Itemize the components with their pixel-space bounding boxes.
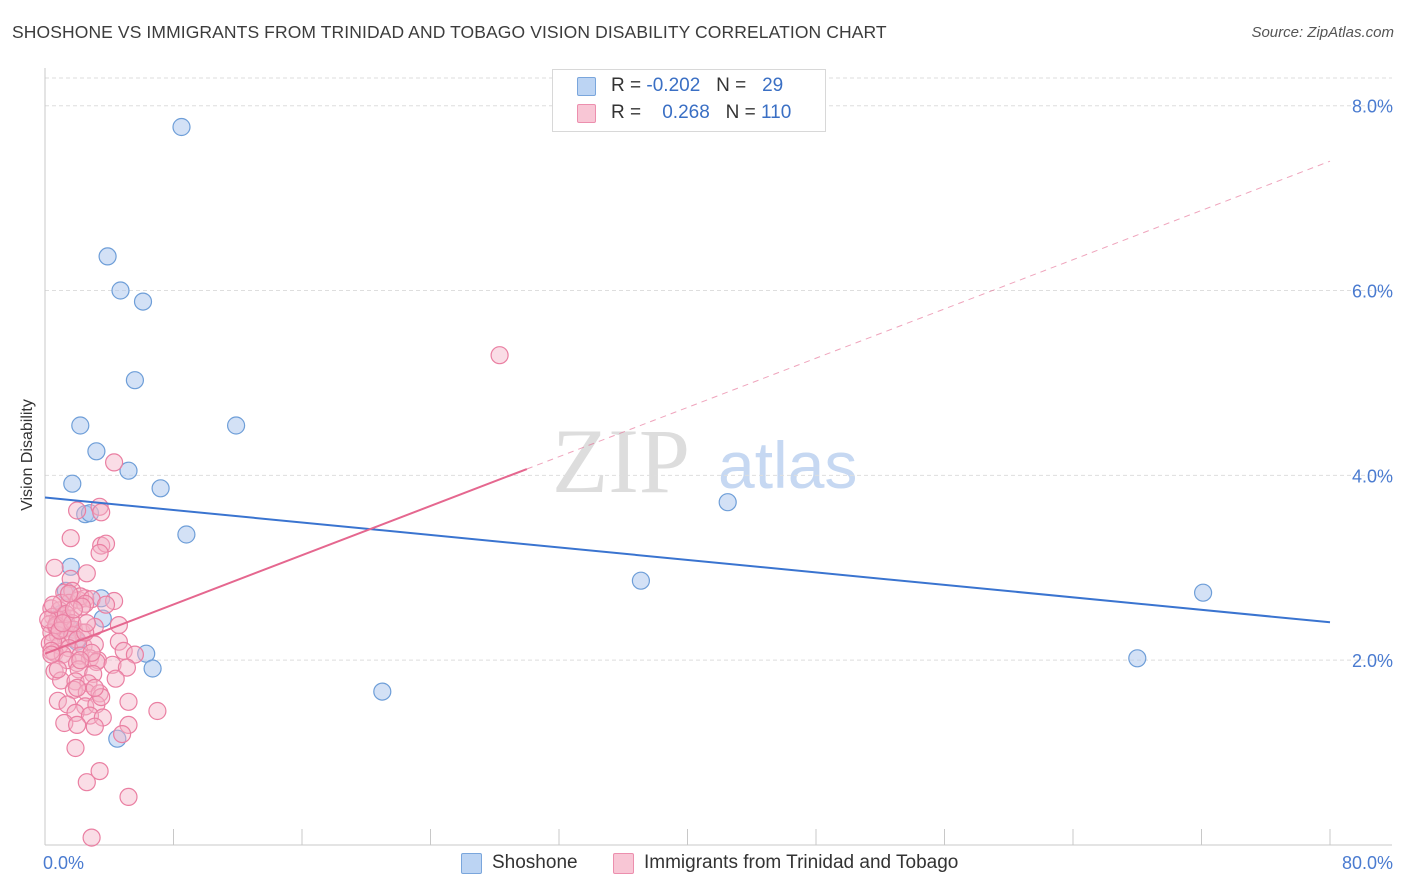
data-point-trinidad xyxy=(71,651,90,670)
data-point-shoshone xyxy=(63,474,82,493)
data-point-trinidad xyxy=(59,584,79,603)
data-point-trinidad xyxy=(76,697,95,716)
data-point-trinidad xyxy=(112,724,132,744)
watermark: ZIP atlas xyxy=(552,410,857,512)
data-point-trinidad xyxy=(96,595,116,614)
data-point-trinidad xyxy=(67,678,87,698)
legend-swatch-blue xyxy=(577,77,596,96)
data-point-shoshone xyxy=(373,682,392,701)
data-point-trinidad xyxy=(45,558,64,577)
legend-label-shoshone: Shoshone xyxy=(492,852,578,873)
data-point-trinidad xyxy=(92,503,111,522)
data-point-trinidad xyxy=(67,501,87,520)
data-point-trinidad xyxy=(67,715,87,735)
data-point-trinidad xyxy=(90,761,109,781)
data-point-trinidad xyxy=(90,543,109,563)
data-point-trinidad xyxy=(76,594,95,613)
data-point-trinidad xyxy=(63,614,82,633)
data-point-trinidad xyxy=(48,691,68,710)
data-point-trinidad xyxy=(490,346,509,365)
legend-n-label: N = xyxy=(716,75,747,96)
watermark-zip: ZIP xyxy=(552,410,690,512)
data-point-trinidad xyxy=(77,614,96,633)
data-point-trinidad xyxy=(64,600,84,619)
data-point-shoshone xyxy=(1128,649,1147,668)
data-point-trinidad xyxy=(51,671,71,690)
data-point-trinidad xyxy=(66,738,85,758)
data-point-trinidad xyxy=(84,664,103,684)
data-point-trinidad xyxy=(119,787,138,807)
data-point-shoshone xyxy=(151,479,170,498)
data-point-trinidad xyxy=(109,632,129,651)
data-point-trinidad xyxy=(67,653,87,673)
x-tick-label: 80.0% xyxy=(1342,853,1393,873)
tick-labels: 2.0% 4.0% 6.0% 8.0% 0.0% 80.0% xyxy=(43,97,1393,873)
data-point-trinidad xyxy=(53,614,72,633)
data-point-trinidad xyxy=(77,564,96,583)
legend-text-shoshone: R = -0.202 N = 29 xyxy=(611,75,783,97)
grid-lines xyxy=(45,77,1392,661)
watermark-atlas: atlas xyxy=(718,428,857,502)
data-point-shoshone xyxy=(111,281,130,300)
data-point-shoshone xyxy=(177,525,196,544)
data-point-shoshone xyxy=(172,117,191,137)
legend-swatch-pink xyxy=(577,104,596,123)
data-point-trinidad xyxy=(119,715,138,735)
legend-r-label: R = xyxy=(611,75,642,96)
stats-legend: R = -0.202 N = 29 R = 0.268 N = 110 xyxy=(552,69,826,132)
data-point-shoshone xyxy=(631,571,651,590)
trend-line-shoshone xyxy=(44,496,1331,624)
y-tick-label: 2.0% xyxy=(1352,651,1393,671)
y-tick-label: 4.0% xyxy=(1352,466,1393,486)
trend-line-trinidad xyxy=(44,468,528,655)
legend-swatch-trinidad xyxy=(613,853,634,874)
legend-r-value: -0.202 xyxy=(646,75,701,96)
data-point-shoshone xyxy=(1193,583,1213,602)
data-point-shoshone xyxy=(98,247,117,266)
trend-line-trinidad-projection xyxy=(526,160,1331,470)
data-point-trinidad xyxy=(103,655,122,674)
data-points xyxy=(39,117,1213,847)
data-point-shoshone xyxy=(125,371,144,390)
source-label: Source: ZipAtlas.com xyxy=(1251,24,1394,41)
data-point-trinidad xyxy=(82,828,101,847)
y-tick-label: 8.0% xyxy=(1352,97,1393,117)
legend-n-value: 110 xyxy=(761,102,792,123)
data-point-trinidad xyxy=(125,645,144,664)
data-point-shoshone xyxy=(87,442,106,461)
legend-label-trinidad: Immigrants from Trinidad and Tobago xyxy=(644,852,959,873)
data-point-shoshone xyxy=(119,461,138,480)
legend-r-label: R = xyxy=(611,102,642,123)
data-point-shoshone xyxy=(133,292,153,311)
data-point-shoshone xyxy=(143,659,162,678)
legend-text-trinidad: R = 0.268 N = 110 xyxy=(611,102,791,124)
chart-title: SHOSHONE VS IMMIGRANTS FROM TRINIDAD AND… xyxy=(12,22,887,42)
data-point-trinidad xyxy=(119,692,138,711)
legend-r-value: 0.268 xyxy=(662,102,710,123)
data-point-shoshone xyxy=(227,416,246,435)
data-point-trinidad xyxy=(43,595,63,614)
trend-lines xyxy=(44,160,1331,655)
y-tick-label: 6.0% xyxy=(1352,282,1393,302)
data-point-trinidad xyxy=(96,534,116,553)
data-point-shoshone xyxy=(71,416,90,435)
data-point-trinidad xyxy=(85,717,104,736)
data-point-trinidad xyxy=(85,678,104,698)
legend-n-label: N = xyxy=(725,102,756,123)
legend-n-value: 29 xyxy=(762,75,784,96)
data-point-trinidad xyxy=(106,669,125,688)
data-point-trinidad xyxy=(92,687,111,707)
data-point-trinidad xyxy=(77,773,96,792)
data-point-trinidad xyxy=(117,658,137,677)
axes xyxy=(44,68,1392,846)
legend-swatch-shoshone xyxy=(461,853,482,874)
data-point-trinidad xyxy=(148,701,167,721)
data-point-shoshone xyxy=(718,493,737,512)
data-point-trinidad xyxy=(104,453,124,472)
data-point-trinidad xyxy=(69,660,88,679)
data-point-trinidad xyxy=(82,643,101,662)
x-tick-label: 0.0% xyxy=(43,853,84,873)
data-point-trinidad xyxy=(61,529,80,548)
